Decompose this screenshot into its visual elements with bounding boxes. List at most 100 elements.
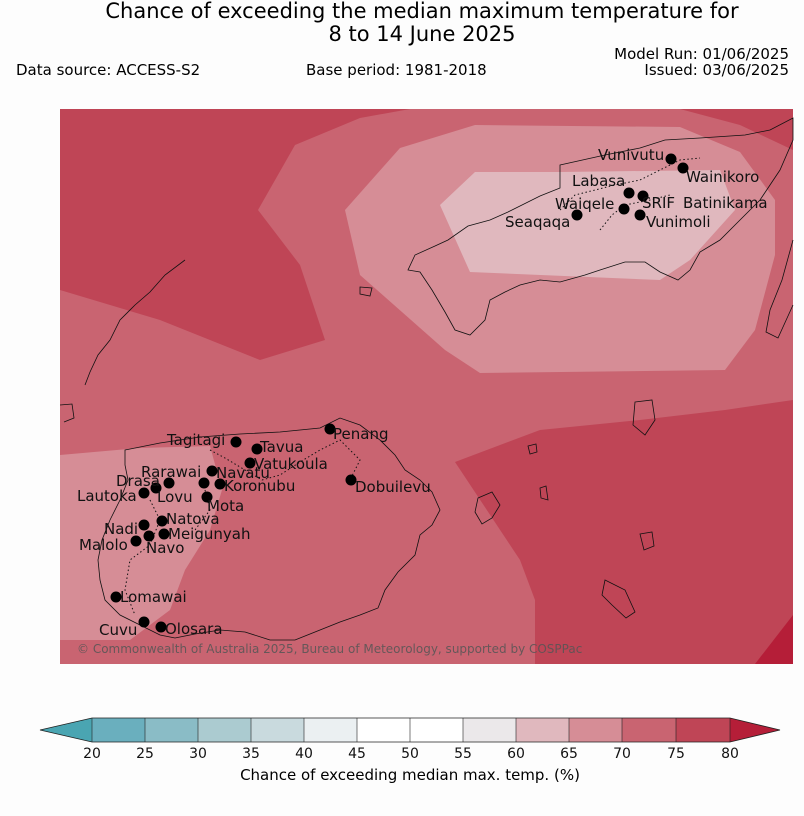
colorbar-extend-high	[730, 718, 780, 742]
koro-coast	[632, 399, 656, 436]
tick-label: 75	[667, 746, 685, 762]
tick-label: 35	[242, 746, 260, 762]
marker-mota	[201, 491, 213, 503]
marker-olosara	[155, 621, 167, 633]
colorbar-seg-40-45	[304, 718, 357, 742]
label-penang: Penang	[333, 425, 388, 443]
label-labasa: Labasa	[572, 172, 625, 190]
label-tagitagi: Tagitagi	[166, 431, 225, 449]
marker-vatukoula	[244, 457, 256, 469]
label-koronubu: Koronubu	[224, 477, 295, 495]
label-drasa: Drasa	[116, 472, 160, 490]
tick-label: 80	[721, 746, 739, 762]
marker-penang	[324, 423, 336, 435]
yasawa-chain	[84, 259, 186, 386]
vanua-levu-districts	[559, 157, 701, 231]
marker-drasa	[163, 477, 175, 489]
colorbar-seg-25-30	[145, 718, 198, 742]
tick-label: 40	[295, 746, 313, 762]
tick-label: 30	[189, 746, 207, 762]
kadavu-coast	[601, 579, 636, 619]
label-natova: Natova	[166, 510, 220, 528]
marker-tagitagi	[230, 436, 242, 448]
label-lautoka: Lautoka	[77, 487, 137, 505]
marker-meigunyah	[158, 528, 170, 540]
marker-srif	[637, 190, 649, 202]
islet-1	[359, 286, 373, 297]
label-malolo: Malolo	[79, 536, 128, 554]
marker-vunimoli	[634, 209, 646, 221]
label-dobuilevu: Dobuilevu	[355, 478, 431, 496]
marker-lomawai	[110, 591, 122, 603]
colorbar-label: Chance of exceeding median max. temp. (%…	[240, 766, 580, 784]
issued-date: Issued: 03/06/2025	[644, 61, 789, 79]
marker-lautoka	[138, 487, 150, 499]
viti-levu-coast	[97, 417, 441, 641]
colorbar-seg-65-70	[569, 718, 622, 742]
contour-75-80-nw	[60, 109, 410, 360]
vanua-levu-coast	[407, 117, 794, 336]
colorbar-seg-55-60	[463, 718, 516, 742]
marker-cuvu	[138, 616, 150, 628]
chart-title: Chance of exceeding the median maximum t…	[0, 0, 804, 46]
title-line-1: Chance of exceeding the median maximum t…	[105, 0, 739, 23]
label-lomawai: Lomawai	[120, 588, 187, 606]
marker-natova	[156, 515, 168, 527]
colorbar-seg-45-50	[357, 718, 410, 742]
copyright-notice: © Commonwealth of Australia 2025, Bureau…	[77, 642, 582, 656]
marker-dobuilevu	[345, 474, 357, 486]
colorbar-seg-30-35	[198, 718, 251, 742]
probability-contours	[60, 109, 793, 664]
taveuni-coast	[765, 239, 794, 339]
marker-vunivutu	[665, 153, 677, 165]
label-srif: SRIF	[642, 194, 675, 212]
marker-navo	[143, 530, 155, 542]
label-batinikama: Batinikama	[683, 194, 768, 212]
label-tavua: Tavua	[259, 438, 303, 456]
base-period: Base period: 1981-2018	[306, 61, 487, 79]
colorbar-seg-20-25	[92, 718, 145, 742]
label-vunivutu: Vunivutu	[598, 146, 664, 164]
label-navatu: Navatu	[216, 464, 270, 482]
colorbar-seg-70-75	[622, 718, 676, 742]
data-source: Data source: ACCESS-S2	[16, 61, 201, 79]
tick-label: 70	[613, 746, 631, 762]
tick-label: 65	[560, 746, 578, 762]
contour-75-80-ne	[680, 109, 793, 150]
label-mota: Mota	[207, 497, 244, 515]
colorbar-seg-50-55	[410, 718, 463, 742]
contour-80-plus	[755, 615, 793, 664]
coastlines	[59, 117, 794, 641]
marker-tavua	[251, 443, 263, 455]
label-rarawai: Rarawai	[141, 463, 201, 481]
tick-label: 25	[136, 746, 154, 762]
label-meigunyah: Meigunyah	[168, 525, 250, 543]
viti-levu-districts	[124, 439, 361, 616]
marker-lovu	[150, 482, 162, 494]
marker-labasa	[623, 187, 635, 199]
gau-coast	[474, 491, 501, 525]
title-line-2: 8 to 14 June 2025	[328, 22, 516, 46]
contour-75-80-se	[455, 400, 793, 664]
tick-label: 60	[507, 746, 525, 762]
marker-seaqaqa	[571, 209, 583, 221]
marker-rarawai	[198, 477, 210, 489]
label-cuvu: Cuvu	[99, 621, 137, 639]
district-borders	[124, 157, 701, 616]
colorbar-seg-75-80	[676, 718, 730, 742]
label-olosara: Olosara	[165, 620, 223, 638]
colorbar-seg-60-65	[516, 718, 569, 742]
label-nadi: Nadi	[104, 520, 138, 538]
colorbar-segments	[40, 718, 780, 742]
tick-label: 50	[401, 746, 419, 762]
marker-nadi	[138, 519, 150, 531]
islet-4	[639, 531, 655, 551]
marker-koronubu	[214, 478, 226, 490]
mamanuca-islets	[59, 403, 75, 423]
colorbar-tick-labels: 20 25 30 35 40 45 50 55 60 65 70 75 80	[83, 746, 739, 762]
label-wainikoro: Wainikoro	[686, 168, 759, 186]
colorbar-dividers	[91, 718, 731, 742]
label-vatukoula: Vatukoula	[254, 455, 328, 473]
